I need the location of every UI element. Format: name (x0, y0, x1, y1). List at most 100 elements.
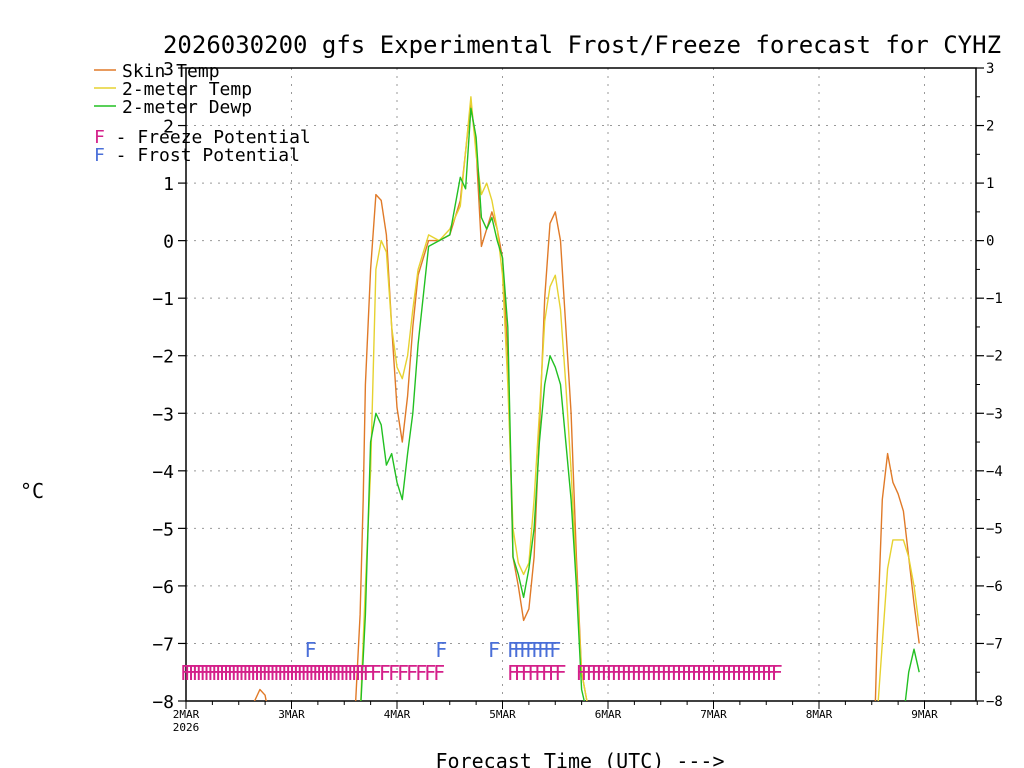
freeze-marker: F (316, 661, 328, 685)
y-tick-label-left: −1 (152, 289, 174, 310)
y-tick-label-right: −8 (986, 694, 1003, 710)
freeze-marker: F (701, 661, 713, 685)
freeze-marker: F (211, 661, 223, 685)
freeze-marker: F (641, 661, 653, 685)
freeze-marker: F (265, 661, 277, 685)
freeze-marker: F (273, 661, 285, 685)
freeze-marker: F (320, 661, 332, 685)
x-tick-label: 9MAR (911, 708, 938, 721)
freeze-marker: F (277, 661, 289, 685)
freeze-marker: F (686, 661, 698, 685)
y-tick-label-right: 3 (986, 61, 994, 77)
freeze-marker: F (339, 661, 351, 685)
freeze-marker: F (215, 661, 227, 685)
freeze-marker: F (223, 661, 235, 685)
series-line-2-meter-dewp (360, 107, 920, 701)
freeze-marker: F (691, 661, 703, 685)
freeze-marker: F (433, 661, 445, 685)
freeze-marker: F (328, 661, 340, 685)
frost-marker: F (531, 638, 543, 662)
freeze-marker: F (746, 661, 758, 685)
freeze-marker: F (611, 661, 623, 685)
freeze-marker: F (347, 661, 359, 685)
freeze-marker: F (507, 661, 519, 685)
y-tick-label-left: −7 (152, 634, 174, 655)
freeze-marker: F (331, 661, 343, 685)
y-tick-label-left: 2 (163, 117, 174, 138)
legend-label: 2-meter Temp (122, 79, 252, 100)
x-axis-label: Forecast Time (UTC) ---> (436, 749, 725, 768)
freeze-marker: F (736, 661, 748, 685)
y-tick-label-left: −4 (152, 462, 174, 483)
plot-frame (185, 67, 977, 702)
y-tick-label-left: −5 (152, 519, 174, 540)
x-tick-label: 2MAR (173, 708, 200, 721)
freeze-marker: F (631, 661, 643, 685)
freeze-marker: F (258, 661, 270, 685)
freeze-marker: F (234, 661, 246, 685)
freeze-marker: F (621, 661, 633, 685)
freeze-marker: F (285, 661, 297, 685)
freeze-marker: F (262, 661, 274, 685)
y-tick-label-right: −7 (986, 636, 1003, 652)
y-tick-label-right: 1 (986, 176, 994, 192)
freeze-marker: F (756, 661, 768, 685)
y-tick-label-left: 3 (163, 59, 174, 80)
freeze-marker: F (527, 661, 539, 685)
freeze-marker: F (521, 661, 533, 685)
freeze-marker: F (761, 661, 773, 685)
y-tick-label-right: −4 (986, 464, 1003, 480)
markers-layer: FFFFFFFFFFFFFFFFFFFFFFFFFFFFFFFFFFFFFFFF… (180, 638, 783, 685)
freeze-marker: F (281, 661, 293, 685)
grid (185, 67, 976, 702)
y-tick-label-left: −2 (152, 347, 174, 368)
freeze-marker: F (230, 661, 242, 685)
frost-marker: F (507, 638, 519, 662)
freeze-marker: F (207, 661, 219, 685)
freeze-marker: F (601, 661, 613, 685)
y-tick-label-left: −8 (152, 692, 174, 713)
freeze-marker: F (351, 661, 363, 685)
freeze-marker: F (721, 661, 733, 685)
y-axis-right: −8 −7 −6 −5 −4 −3 −2 −1 0 1 2 3 (976, 61, 1003, 710)
freeze-marker: F (293, 661, 305, 685)
freeze-marker: F (238, 661, 250, 685)
frost-marker: F (519, 638, 531, 662)
x-tick-label: 8MAR (806, 708, 833, 721)
freeze-marker: F (514, 661, 526, 685)
y-tick-label-right: −3 (986, 406, 1003, 422)
frost-marker: F (488, 638, 500, 662)
y-tick-label-right: 0 (986, 234, 994, 250)
y-tick-label-right: −6 (986, 579, 1003, 595)
y-tick-label-left: −6 (152, 577, 174, 598)
freeze-marker: F (335, 661, 347, 685)
x-tick-sublabel: 2026 (173, 721, 200, 734)
freeze-marker: F (379, 661, 391, 685)
freeze-marker: F (726, 661, 738, 685)
frost-marker: F (304, 638, 316, 662)
frost-marker: F (525, 638, 537, 662)
freeze-marker: F (289, 661, 301, 685)
freeze-marker: F (711, 661, 723, 685)
y-tick-label-right: 2 (986, 119, 994, 135)
freeze-marker: F (716, 661, 728, 685)
freeze-marker: F (606, 661, 618, 685)
freeze-marker: F (706, 661, 718, 685)
freeze-marker: F (388, 661, 400, 685)
frost-marker: F (435, 638, 447, 662)
freeze-marker: F (296, 661, 308, 685)
freeze-marker: F (596, 661, 608, 685)
freeze-marker: F (246, 661, 258, 685)
x-tick-label: 3MAR (278, 708, 305, 721)
legend-marker-label: F - Freeze Potential (94, 127, 311, 148)
freeze-marker: F (406, 661, 418, 685)
legend-label: Skin Temp (122, 61, 220, 82)
series-layer (186, 96, 920, 701)
freeze-marker: F (636, 661, 648, 685)
freeze-marker: F (180, 661, 192, 685)
chart-title: 2026030200 gfs Experimental Frost/Freeze… (163, 31, 1001, 59)
freeze-marker: F (555, 661, 567, 685)
freeze-marker: F (666, 661, 678, 685)
freeze-marker: F (304, 661, 316, 685)
